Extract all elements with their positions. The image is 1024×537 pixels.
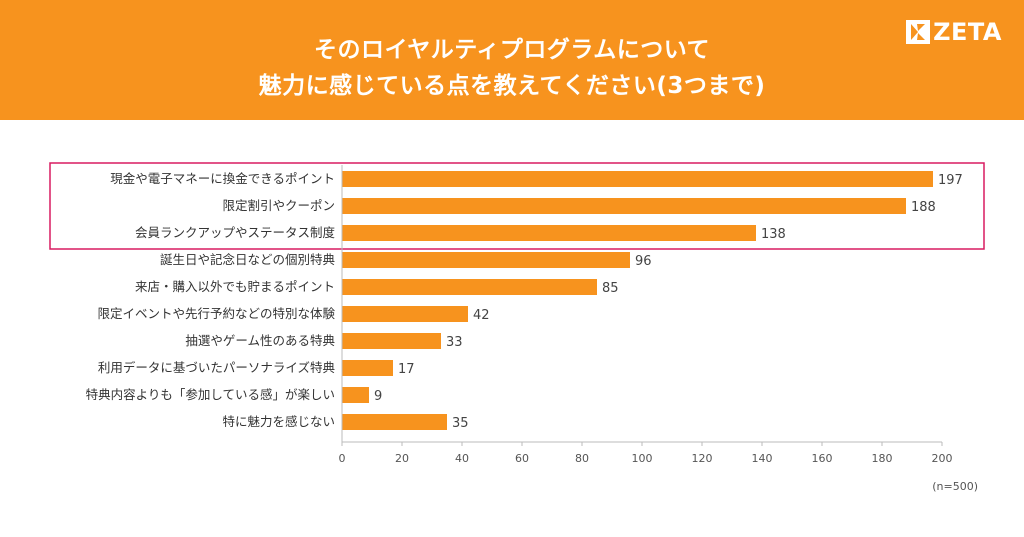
sample-size-note: (n=500) xyxy=(932,480,978,493)
bar xyxy=(342,198,906,214)
x-tick-label: 180 xyxy=(872,452,893,465)
data-label: 188 xyxy=(911,200,936,215)
x-tick-label: 20 xyxy=(395,452,409,465)
chart-title-line1: そのロイヤルティプログラムについて xyxy=(313,37,711,63)
category-label: 来店・購入以外でも貯まるポイント xyxy=(135,279,335,294)
x-tick-label: 120 xyxy=(692,452,713,465)
bar xyxy=(342,387,369,403)
bar xyxy=(342,279,597,295)
data-label: 17 xyxy=(398,362,415,377)
x-tick-label: 40 xyxy=(455,452,469,465)
x-tick-label: 140 xyxy=(752,452,773,465)
data-label: 85 xyxy=(602,281,619,296)
bar xyxy=(342,225,756,241)
bar xyxy=(342,252,630,268)
x-tick-label: 200 xyxy=(932,452,953,465)
logo-text: ZETA xyxy=(933,18,1002,46)
category-label: 限定イベントや先行予約などの特別な体験 xyxy=(97,306,335,321)
data-label: 35 xyxy=(452,416,469,431)
header-banner: そのロイヤルティプログラムについて 魅力に感じている点を教えてください(3つまで… xyxy=(0,0,1024,120)
category-label: 利用データに基づいたパーソナライズ特典 xyxy=(98,360,335,375)
category-label: 会員ランクアップやステータス制度 xyxy=(135,225,336,240)
data-label: 33 xyxy=(446,335,463,350)
bar xyxy=(342,306,468,322)
data-label: 96 xyxy=(635,254,652,269)
bar xyxy=(342,414,447,430)
category-label: 誕生日や記念日などの個別特典 xyxy=(160,252,335,267)
chart-title-line2: 魅力に感じている点を教えてください(3つまで) xyxy=(258,73,766,99)
category-label: 現金や電子マネーに換金できるポイント xyxy=(110,171,335,186)
bar xyxy=(342,171,933,187)
highlight-box xyxy=(49,162,985,250)
data-label: 138 xyxy=(761,227,786,242)
category-label: 抽選やゲーム性のある特典 xyxy=(185,333,335,348)
zeta-logo-mark-icon xyxy=(906,20,931,44)
x-tick-label: 80 xyxy=(575,452,589,465)
x-tick-label: 60 xyxy=(515,452,529,465)
bar xyxy=(342,333,441,349)
data-label: 42 xyxy=(473,308,490,323)
x-tick-label: 100 xyxy=(632,452,653,465)
category-label: 特典内容よりも「参加している感」が楽しい xyxy=(86,387,335,402)
zeta-logo: ZETA xyxy=(905,16,1002,48)
data-label: 9 xyxy=(374,389,382,404)
bar xyxy=(342,360,393,376)
data-label: 197 xyxy=(938,173,963,188)
category-label: 限定割引やクーポン xyxy=(222,198,335,213)
x-tick-label: 160 xyxy=(812,452,833,465)
category-label: 特に魅力を感じない xyxy=(222,414,335,429)
x-tick-label: 0 xyxy=(339,452,346,465)
